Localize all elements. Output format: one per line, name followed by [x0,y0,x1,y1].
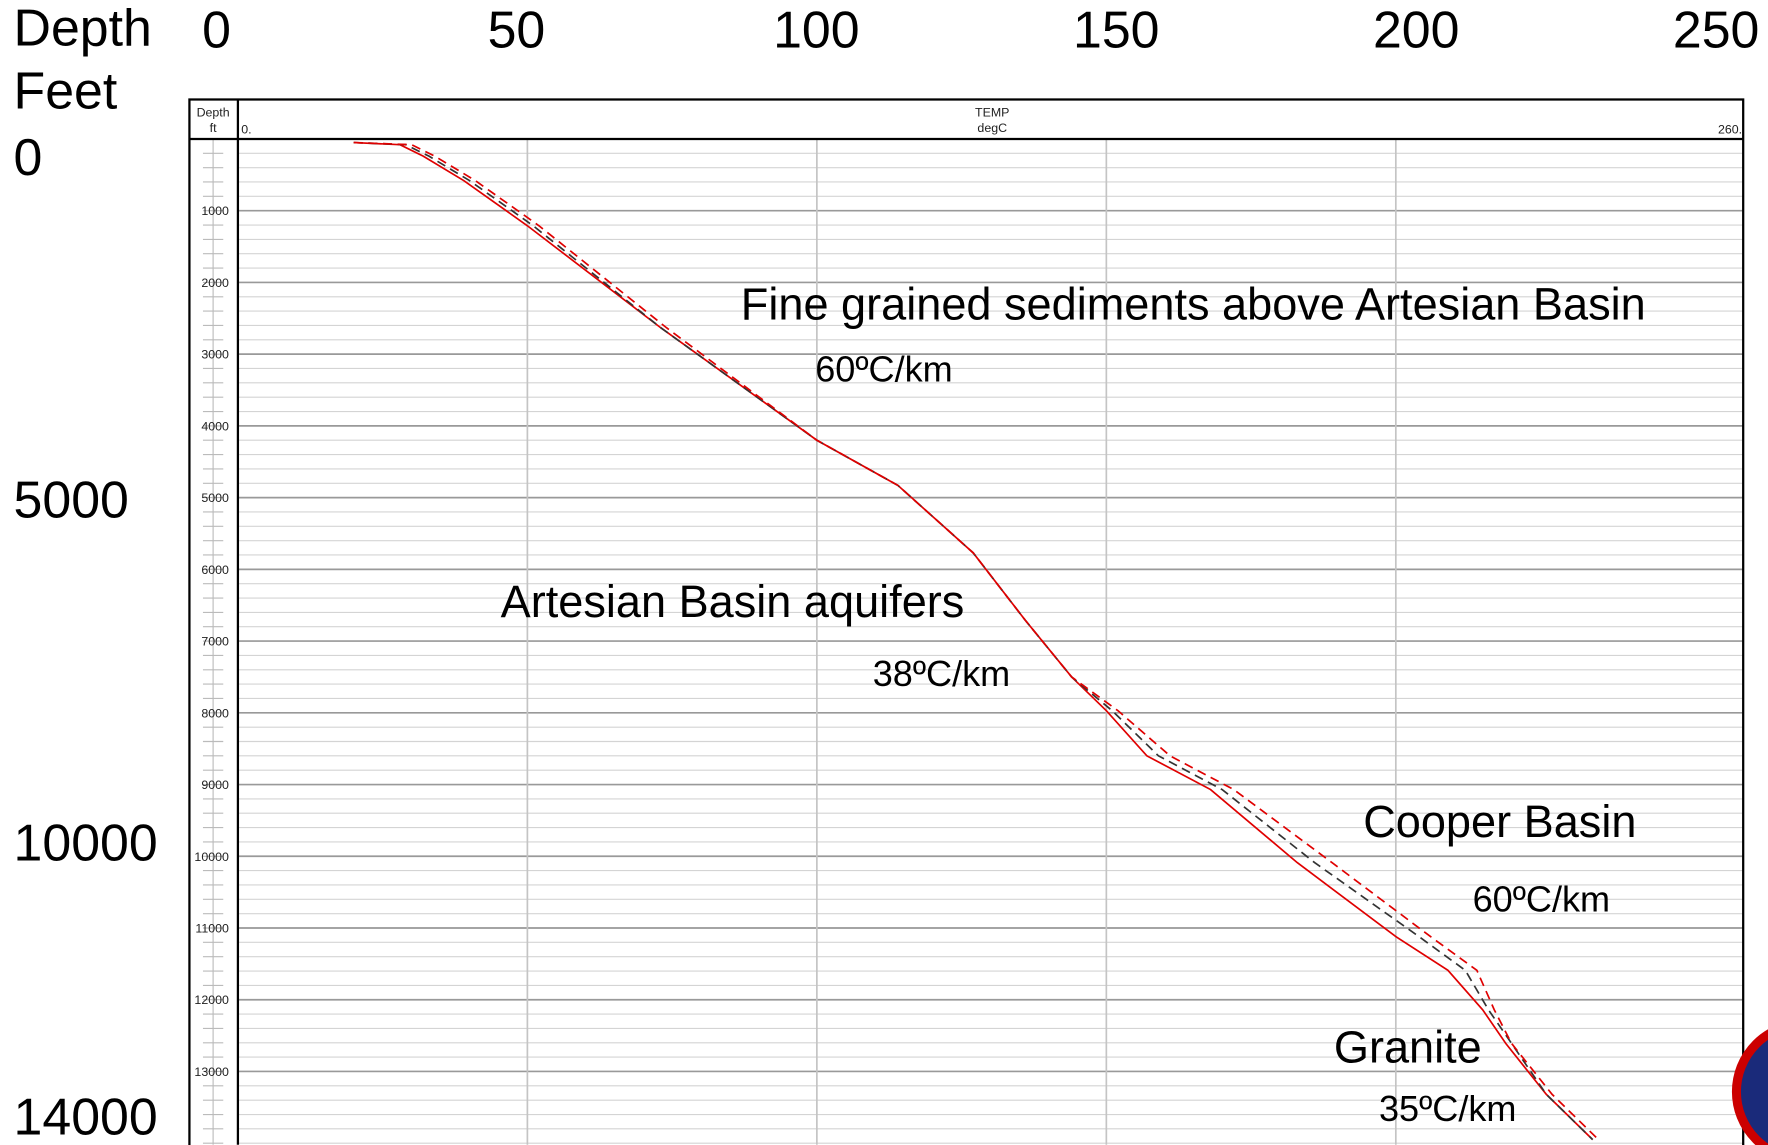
annotation: Artesian Basin aquifers [501,576,965,627]
x-tick-label: 100 [773,1,860,59]
track-depth-tick-label: 4000 [201,419,229,433]
annotation: 35ºC/km [1379,1088,1516,1129]
labels: 0 50 100 150 200 250 0 5000 10000 14000 Fine grain… [14,1,1760,1145]
track-depth-tick-label: 10000 [194,850,229,864]
track-depth-tick-label: 12000 [194,993,229,1007]
temperature-curve [353,141,1600,1141]
annotation: Fine grained sediments above Artesian Ba… [741,278,1646,329]
track-curve-name: TEMP [975,105,1009,119]
curves [353,141,1600,1141]
track-depth-tick-label: 2000 [201,276,229,290]
x-tick-label: 50 [488,1,546,59]
y-axis-unit: Feet [14,62,118,120]
track-scale-label: 0. [241,122,251,136]
track-curve-unit: degC [977,121,1007,135]
track-depth-tick-label: 13000 [194,1065,229,1079]
y-tick-label: 10000 [14,813,158,871]
x-tick-label: 250 [1673,1,1760,59]
y-tick-label: 5000 [14,471,129,529]
track-depth-tick-label: 9000 [201,778,229,792]
track-frame: Depth ft TEMP degC [188,98,1768,1145]
track-scale-label: 260. [1718,122,1742,136]
track-depth-tick-label: 8000 [201,706,229,720]
track-depth-tick-label: 3000 [201,348,229,362]
y-tick-label: 14000 [14,1088,158,1145]
x-tick-label: 0 [202,1,231,59]
annotation: Granite [1334,1021,1482,1072]
track-depth-tick-label: 5000 [201,491,229,505]
track-depth-tick-label: 1000 [201,204,229,218]
track-depth-tick-label: 11000 [195,922,229,936]
track-depth-tick-label: 7000 [201,635,229,649]
track-depth-label: Depth [197,105,230,119]
annotation: 60ºC/km [1473,878,1610,919]
y-tick-label: 0 [14,128,43,186]
annotation: Cooper Basin [1363,796,1636,847]
annotation: 38ºC/km [873,653,1010,694]
annotation: 60ºC/km [815,348,952,389]
track-border [188,98,1745,1145]
x-tick-label: 200 [1373,1,1460,59]
grid: 1000 2000 3000 4000 5000 6000 7000 8000 9000 1000… [194,122,1744,1145]
logo [1731,1029,1768,1145]
y-axis-label: Depth [14,0,152,56]
track-depth-unit: ft [210,121,217,135]
track-depth-tick-label: 6000 [201,563,229,577]
x-tick-label: 150 [1073,1,1160,59]
